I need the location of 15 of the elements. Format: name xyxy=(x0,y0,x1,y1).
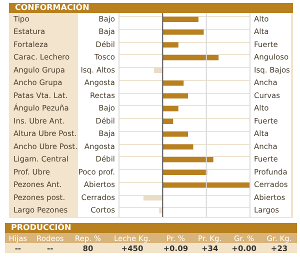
bar xyxy=(162,106,178,112)
bar xyxy=(162,144,194,150)
bar xyxy=(162,16,198,22)
text: CONFORMACIÓN xyxy=(9,3,293,13)
bar xyxy=(162,42,178,48)
bar xyxy=(162,156,214,162)
text: PRODUCCIÓN xyxy=(5,223,297,233)
bar xyxy=(162,131,188,137)
bar xyxy=(162,29,204,35)
bar xyxy=(162,54,219,60)
bar xyxy=(162,182,250,188)
bar xyxy=(162,118,174,124)
bar xyxy=(162,93,188,99)
bar xyxy=(162,80,184,86)
bar xyxy=(162,170,208,176)
